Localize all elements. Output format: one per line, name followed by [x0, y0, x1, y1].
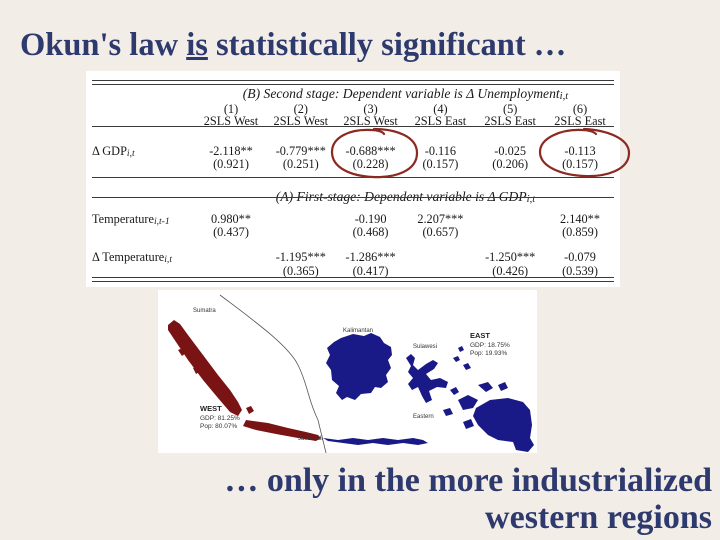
svg-text:Eastern: Eastern [413, 414, 434, 420]
svg-text:Kalimantan: Kalimantan [343, 328, 373, 334]
svg-text:Sulawesi: Sulawesi [413, 344, 437, 350]
svg-text:GDP: 81.25%: GDP: 81.25% [200, 415, 240, 422]
svg-text:Pop: 19.93%: Pop: 19.93% [470, 350, 507, 357]
svg-text:Pop: 80.07%: Pop: 80.07% [200, 423, 237, 430]
svg-text:WEST: WEST [200, 404, 222, 413]
svg-text:EAST: EAST [470, 331, 490, 340]
svg-text:Sumatra: Sumatra [193, 308, 216, 314]
svg-text:Java-Bali: Java-Bali [298, 436, 323, 442]
svg-text:GDP: 18.75%: GDP: 18.75% [470, 342, 510, 349]
